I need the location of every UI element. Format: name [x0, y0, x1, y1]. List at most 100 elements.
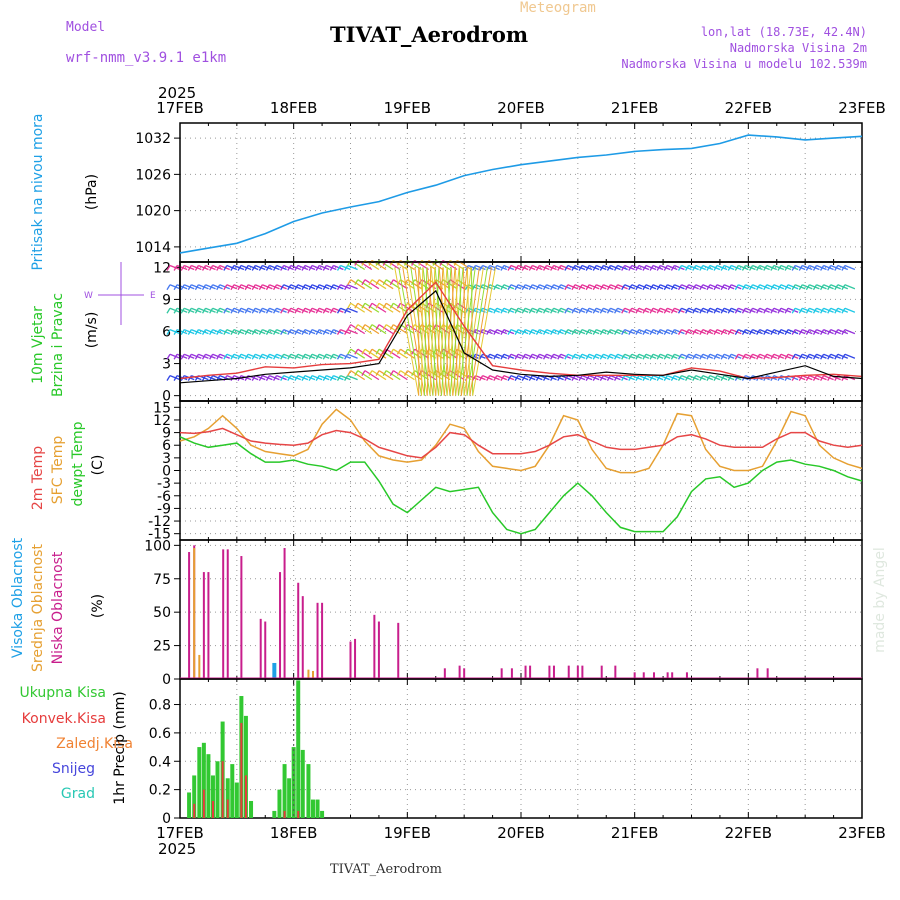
wind-barb	[578, 284, 583, 291]
wind-barb	[385, 348, 401, 359]
wind-barb	[329, 284, 334, 291]
wind-barb	[542, 329, 548, 335]
wind-barb	[809, 375, 820, 381]
wind-barb	[396, 370, 401, 376]
wind-barb	[841, 307, 846, 314]
wind-barb	[759, 329, 770, 335]
wind-barb	[809, 329, 820, 335]
wind-barb	[322, 329, 327, 335]
wind-barb	[816, 284, 827, 290]
wind-barb	[606, 307, 612, 314]
wind-barb	[588, 307, 600, 313]
conv-precip-bar	[283, 810, 286, 818]
wind-barb	[219, 264, 230, 271]
wind-barb	[599, 265, 604, 271]
precip-legend-item: Snijeg	[52, 761, 95, 777]
wind-barb	[763, 329, 768, 335]
wind-barb	[255, 264, 266, 271]
wind-barb	[205, 307, 216, 313]
wind-barb	[745, 329, 756, 335]
precip-legend-item: Grad	[61, 786, 95, 802]
wind-barb	[638, 284, 650, 290]
dewpt-line	[179, 436, 863, 535]
wind-barb	[617, 284, 628, 290]
wind-barb	[844, 353, 856, 359]
wind-barb	[621, 329, 626, 335]
wind-barb	[685, 307, 690, 314]
wind-barb	[688, 284, 699, 290]
wind-barb	[347, 329, 358, 335]
precip-ytick-label: 0.6	[149, 726, 171, 742]
wind-barb	[283, 284, 294, 290]
wind-barb	[794, 353, 806, 359]
wind-barb	[567, 264, 579, 271]
wind-barb	[180, 307, 185, 314]
wind-barb	[255, 329, 266, 335]
wind-barb	[528, 353, 533, 360]
wind-barb	[709, 284, 721, 290]
wind-barb	[361, 302, 366, 309]
wind-barb	[503, 307, 515, 313]
wind-barb	[265, 375, 271, 381]
wind-barb	[216, 307, 221, 314]
wind-barb	[596, 284, 607, 290]
wind-barb	[535, 329, 540, 335]
wind-barb	[606, 265, 612, 271]
low-cloud-bar	[500, 668, 503, 679]
wind-barb	[524, 375, 536, 381]
wind-barb	[290, 375, 302, 381]
wind-barb	[770, 353, 775, 360]
conv-precip-bar	[211, 800, 214, 818]
total-precip-bar	[243, 715, 248, 818]
wind-barb	[837, 307, 849, 313]
wind-barb	[251, 353, 256, 360]
wind-barb	[805, 375, 810, 381]
wind-barb	[809, 264, 820, 271]
wind-barb	[581, 307, 593, 313]
wind-barb	[426, 267, 432, 396]
wind-barb	[301, 265, 306, 271]
wind-barb	[709, 353, 721, 359]
wind-barb	[336, 375, 342, 381]
wind-barb	[344, 307, 349, 314]
wind-barb	[333, 284, 344, 290]
wind-barb	[677, 375, 683, 381]
wind-barb	[645, 353, 657, 359]
wind-barb	[688, 307, 699, 313]
wind-barb	[834, 265, 839, 271]
wind-barb	[802, 329, 813, 335]
wind-barb	[773, 264, 785, 271]
wind-barb	[471, 265, 477, 271]
wind-barb	[624, 264, 635, 271]
wind-barb	[166, 307, 171, 314]
wind-barb	[287, 284, 292, 291]
total-precip-bar	[249, 800, 254, 818]
wind-barb	[581, 375, 593, 381]
wind-barb	[389, 302, 394, 309]
wind-barb	[557, 284, 562, 291]
wind-barb	[820, 375, 825, 381]
wind-barb	[695, 329, 706, 335]
wind-barb	[663, 375, 668, 381]
low-cloud-bar	[600, 665, 603, 679]
wind-barb	[176, 264, 188, 271]
wind-barb	[176, 284, 188, 290]
wind-barb	[265, 329, 271, 335]
wind-barb	[273, 329, 278, 335]
wind-barb	[621, 375, 626, 381]
low-cloud-bar	[397, 622, 400, 679]
wind-barb	[642, 353, 647, 360]
wind-barb	[812, 353, 818, 360]
wind-barb	[699, 353, 704, 360]
wind-barb	[442, 267, 454, 396]
wind-barb	[723, 375, 735, 381]
wind-barb	[670, 284, 675, 291]
wind-barb	[677, 329, 683, 335]
wind-barb	[226, 264, 238, 271]
wind-barb	[280, 353, 285, 360]
wind-barb	[396, 302, 401, 309]
wind-barb	[315, 265, 320, 271]
wind-barb	[510, 284, 522, 290]
station-title: TIVAT_Aerodrom	[330, 22, 529, 47]
x-tick-label-bottom: 23FEB	[838, 824, 885, 842]
